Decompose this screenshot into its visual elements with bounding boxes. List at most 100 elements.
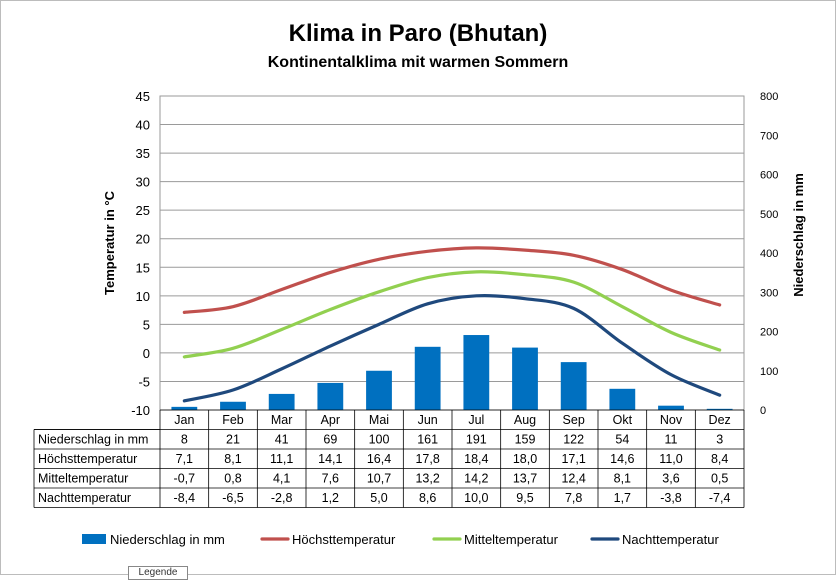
table-cell: 100 [369, 433, 390, 447]
x-tick-label: Jul [468, 413, 484, 427]
x-tick-label: Dez [709, 413, 731, 427]
table-cell: 122 [563, 433, 584, 447]
table-cell: 161 [417, 433, 438, 447]
bar [317, 382, 344, 410]
y-left-tick-label: 45 [136, 89, 150, 104]
series-line [182, 246, 722, 314]
table-row-label: Niederschlag in mm [38, 433, 148, 447]
table-cell: 7,8 [565, 491, 582, 505]
table-cell: 14,1 [318, 452, 342, 466]
y-left-tick-label: 5 [143, 317, 150, 332]
table-cell: 14,2 [464, 472, 488, 486]
y-left-tick-label: -5 [138, 374, 150, 389]
legend-swatch [82, 534, 106, 544]
table-cell: 69 [323, 433, 337, 447]
table-cell: 17,1 [561, 452, 585, 466]
x-tick-label: Nov [660, 413, 683, 427]
table-cell: 8,1 [614, 472, 631, 486]
table-row-label: Höchsttemperatur [38, 452, 137, 466]
x-tick-label: Okt [613, 413, 633, 427]
table-cell: 8,1 [224, 452, 241, 466]
x-tick-label: Jan [174, 413, 194, 427]
table-cell: 3,6 [662, 472, 679, 486]
table-cell: 8,4 [711, 452, 728, 466]
x-tick-label: Apr [321, 413, 340, 427]
table-cell: 1,7 [614, 491, 631, 505]
table-cell: 1,2 [322, 491, 339, 505]
legend-tab[interactable]: Legende [128, 566, 188, 580]
bar [609, 388, 636, 410]
table-cell: 10,0 [464, 491, 488, 505]
table-cell: -0,7 [174, 472, 196, 486]
chart-subtitle: Kontinentalklima mit warmen Sommern [267, 54, 569, 71]
series-line [182, 294, 722, 403]
bar [658, 405, 684, 410]
table-cell: -7,4 [709, 491, 731, 505]
table-cell: 21 [226, 433, 240, 447]
table-cell: 191 [466, 433, 487, 447]
y-right-tick-label: 100 [760, 366, 778, 378]
table-cell: 8 [181, 433, 188, 447]
y-left-axis-title: Temperatur in °C [102, 190, 117, 295]
table-cell: 18,0 [513, 452, 537, 466]
y-left-tick-label: 15 [136, 260, 150, 275]
legend-label: Höchsttemperatur [292, 532, 396, 547]
table-cell: 4,1 [273, 472, 290, 486]
series-line [182, 270, 722, 359]
y-right-tick-label: 700 [760, 130, 778, 142]
table-cell: 14,6 [610, 452, 634, 466]
table-cell: 7,6 [322, 472, 339, 486]
y-left-tick-label: 10 [136, 289, 150, 304]
table-cell: 11,0 [659, 452, 682, 466]
table-cell: 16,4 [367, 452, 391, 466]
table-cell: 0,8 [224, 472, 241, 486]
table-cell: 3 [716, 433, 723, 447]
table-row-label: Mitteltemperatur [38, 472, 128, 486]
table-cell: 10,7 [367, 472, 391, 486]
legend-label: Niederschlag in mm [110, 532, 225, 547]
table-cell: 9,5 [516, 491, 533, 505]
bar [171, 406, 198, 410]
bar [512, 347, 538, 410]
y-left-tick-label: 25 [136, 203, 150, 218]
table-cell: 12,4 [561, 472, 585, 486]
y-left-tick-label: 40 [136, 118, 150, 133]
plot-area [159, 95, 745, 411]
table-cell: 5,0 [370, 491, 387, 505]
x-tick-label: Mar [271, 413, 293, 427]
table-cell: 18,4 [464, 452, 488, 466]
x-tick-label: Jun [418, 413, 438, 427]
table-cell: 11,1 [270, 452, 293, 466]
bar [706, 408, 733, 410]
y-right-axis-title: Niederschlag in mm [791, 173, 806, 297]
table-cell: 7,1 [176, 452, 193, 466]
table-cell: -8,4 [174, 491, 196, 505]
table-cell: 54 [615, 433, 629, 447]
y-left-tick-label: -10 [131, 403, 150, 418]
x-tick-label: Aug [514, 413, 536, 427]
bar [414, 346, 441, 410]
x-tick-label: Mai [369, 413, 389, 427]
table-cell: -2,8 [271, 491, 293, 505]
y-right-tick-label: 200 [760, 327, 778, 339]
bar [268, 393, 295, 410]
y-right-tick-label: 500 [760, 209, 778, 221]
x-tick-label: Feb [222, 413, 244, 427]
bar [366, 370, 392, 410]
legend-label: Mitteltemperatur [464, 532, 559, 547]
table-cell: 41 [275, 433, 289, 447]
bar [463, 335, 490, 410]
y-right-tick-label: 600 [760, 170, 778, 182]
y-left-tick-label: 35 [136, 146, 150, 161]
table-cell: 159 [515, 433, 536, 447]
table-cell: 8,6 [419, 491, 436, 505]
y-right-tick-label: 0 [760, 405, 766, 417]
y-left-tick-label: 0 [143, 346, 150, 361]
y-right-tick-label: 800 [760, 91, 778, 103]
y-left-tick-label: 20 [136, 232, 150, 247]
table-cell: 11 [665, 433, 678, 447]
table-cell: 17,8 [415, 452, 439, 466]
bar [560, 362, 587, 410]
y-right-tick-label: 400 [760, 248, 778, 260]
